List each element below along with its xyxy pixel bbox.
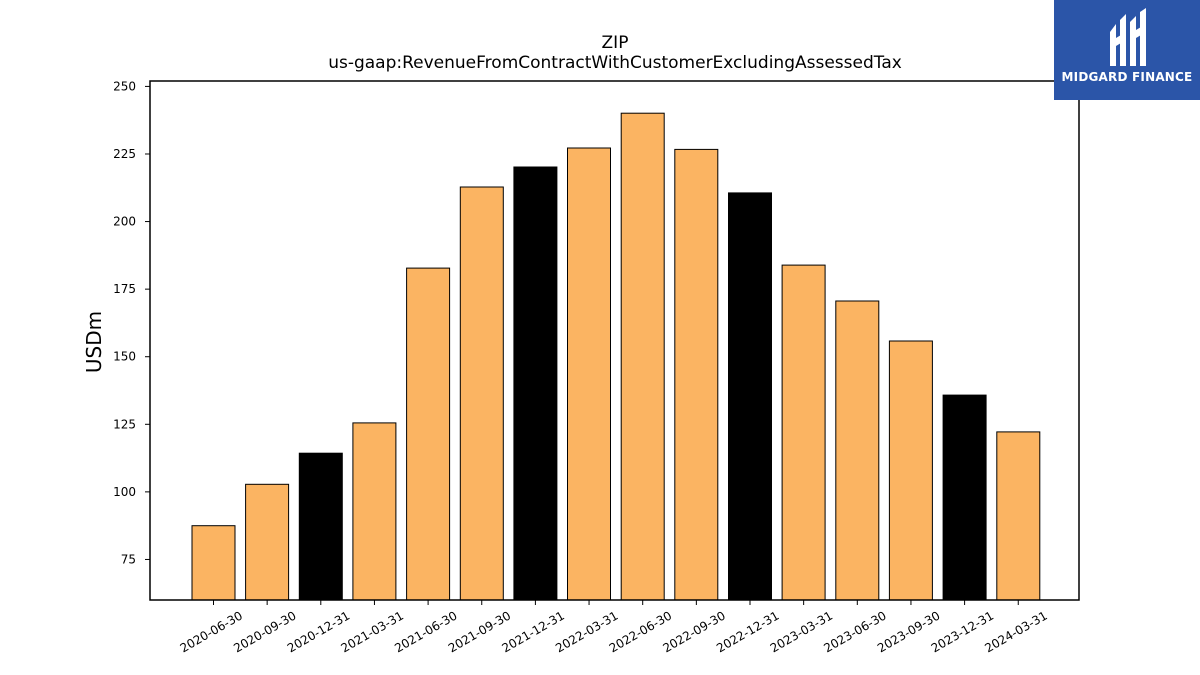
chart-title: ZIP (602, 33, 629, 53)
bar-2020-12-31 (298, 452, 343, 601)
bar-2023-03-31 (781, 264, 826, 601)
y-tick-label: 200 (113, 215, 136, 229)
y-tick-label: 175 (113, 282, 136, 296)
chart-subtitle: us-gaap:RevenueFromContractWithCustomerE… (328, 53, 902, 73)
bar-2022-12-31 (728, 192, 772, 601)
midgard-logo-icon (1110, 8, 1146, 66)
bar-2020-06-30 (191, 525, 236, 601)
brand-name: MIDGARD FINANCE (1061, 70, 1193, 84)
y-tick-label: 75 (121, 552, 136, 566)
y-axis-ticks: 75 100 125 150 175 200 225 250 (113, 79, 150, 566)
bar-2021-09-30 (459, 186, 504, 601)
plot-frame (149, 80, 1080, 601)
bar-2022-03-31 (567, 147, 611, 601)
bar-2022-06-30 (620, 112, 665, 601)
brand-logo: MIDGARD FINANCE (1054, 0, 1200, 100)
y-tick-label: 250 (113, 79, 136, 93)
y-tick-label: 225 (113, 147, 136, 161)
y-axis-label: USDm (82, 311, 106, 373)
bar-2021-03-31 (352, 422, 397, 601)
x-axis-ticks: 2020-06-302020-09-302020-12-312021-03-31… (178, 600, 1050, 655)
y-tick-label: 150 (113, 350, 136, 364)
bar-2021-06-30 (406, 267, 451, 601)
y-tick-label: 100 (113, 485, 136, 499)
bar-2023-12-31 (942, 394, 987, 601)
bar-2023-09-30 (888, 340, 933, 601)
bar-2022-09-30 (674, 148, 719, 601)
y-tick-label: 125 (113, 417, 136, 431)
bar-2021-12-31 (513, 166, 558, 601)
bars-group (191, 112, 1041, 601)
bar-2023-06-30 (835, 300, 880, 601)
bar-2024-03-31 (996, 431, 1041, 601)
bar-2020-09-30 (245, 483, 290, 601)
